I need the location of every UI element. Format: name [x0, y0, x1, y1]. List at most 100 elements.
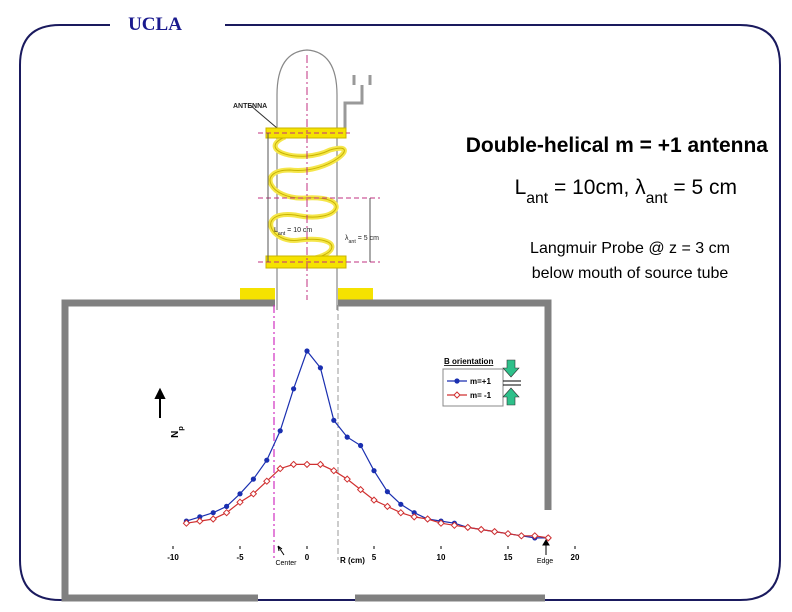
marker — [343, 475, 351, 483]
annotation: Edge — [537, 558, 553, 565]
marker — [303, 460, 311, 469]
x-tick-label: 20 — [571, 553, 580, 562]
marker — [291, 386, 297, 392]
legend-label: m= -1 — [470, 391, 492, 400]
x-tick-label: 5 — [372, 553, 377, 562]
annotation: Center — [275, 560, 297, 567]
b-divider — [503, 380, 521, 386]
x-tick-label: -10 — [167, 553, 179, 562]
marker — [236, 498, 244, 506]
x-tick-label: 10 — [437, 553, 446, 562]
marker — [531, 532, 539, 540]
marker — [250, 476, 256, 482]
text-segment: ant — [278, 231, 286, 237]
y-arrow — [154, 387, 166, 418]
flange — [338, 288, 373, 301]
marker — [182, 519, 191, 527]
b-arrow-down — [502, 359, 520, 378]
helix-edge — [269, 136, 345, 261]
center-arrow — [277, 545, 285, 556]
text-segment: p — [176, 426, 185, 431]
marker — [356, 485, 365, 494]
title: Double-helical m = +1 antenna — [466, 134, 769, 157]
marker — [263, 477, 271, 485]
marker — [437, 519, 445, 527]
marker — [454, 378, 460, 384]
marker — [517, 532, 526, 540]
marker — [411, 510, 417, 516]
text-segment: = 5 cm — [356, 235, 379, 242]
legend-title: B orientation — [444, 357, 493, 366]
marker — [209, 515, 217, 523]
marker — [398, 501, 404, 507]
series-line — [186, 463, 549, 539]
text-segment: = 10 cm — [285, 227, 312, 234]
text-segment: ant — [646, 190, 669, 207]
marker — [264, 457, 270, 463]
marker — [330, 466, 338, 475]
marker — [210, 510, 216, 516]
marker — [344, 434, 350, 440]
marker — [384, 489, 390, 495]
x-tick-label: -5 — [236, 553, 244, 562]
text-segment: L — [274, 227, 278, 234]
b-arrows — [502, 359, 521, 406]
marker — [370, 496, 378, 504]
text-segment: L — [515, 176, 527, 199]
marker — [249, 490, 258, 498]
edge-arrow — [542, 539, 550, 555]
marker — [490, 527, 499, 536]
flange — [240, 288, 275, 301]
source-tube — [276, 49, 338, 310]
marker — [544, 534, 552, 542]
marker — [237, 491, 243, 497]
marker — [423, 515, 432, 523]
probe-note: Langmuir Probe @ z = 3 cm — [530, 240, 730, 257]
text-segment: = 10cm, — [548, 176, 635, 199]
legend-label: m=+1 — [470, 377, 491, 386]
y-axis-label: Np — [170, 426, 185, 438]
subtitle: Lant = 10cm, λant = 5 cm — [515, 176, 737, 207]
marker — [277, 428, 283, 434]
marker — [224, 503, 230, 509]
legend-box — [442, 368, 504, 407]
marker — [383, 502, 392, 511]
marker — [410, 513, 418, 521]
marker — [477, 525, 485, 534]
probe-note: below mouth of source tube — [532, 265, 729, 282]
marker — [358, 442, 364, 449]
x-axis-label: R (cm) — [340, 556, 365, 565]
marker — [331, 417, 337, 423]
antenna-pointer — [249, 104, 278, 129]
text-segment: ant — [526, 190, 549, 207]
wavelength-label: λant = 5 cm — [345, 235, 379, 245]
text-segment: λ — [635, 176, 646, 199]
marker — [197, 514, 203, 520]
x-tick-label: 0 — [305, 553, 310, 562]
chamber-wall — [338, 299, 552, 510]
marker — [276, 464, 284, 473]
text-segment: λ — [345, 235, 349, 242]
marker — [464, 523, 472, 532]
marker — [196, 517, 204, 525]
marker — [450, 521, 459, 530]
marker — [289, 460, 298, 469]
marker — [397, 508, 405, 517]
marker — [371, 468, 377, 474]
marker — [453, 391, 461, 399]
text-segment: N — [170, 431, 181, 438]
text-segment: = 5 cm — [668, 176, 737, 199]
antenna-diagram — [240, 49, 380, 310]
marker — [317, 365, 323, 371]
marker — [222, 508, 231, 517]
marker — [316, 460, 325, 469]
logo: UCLA — [128, 14, 182, 35]
plot: -10 -5 0 5 10 15 20 m=+1 m= -1 — [167, 348, 580, 562]
b-arrow-up — [502, 387, 520, 406]
chamber — [61, 299, 552, 602]
length-label: Lant = 10 cm — [274, 227, 312, 237]
feed — [343, 75, 372, 128]
marker — [304, 348, 310, 354]
chamber-wall — [61, 299, 275, 602]
x-tick-label: 15 — [504, 553, 513, 562]
